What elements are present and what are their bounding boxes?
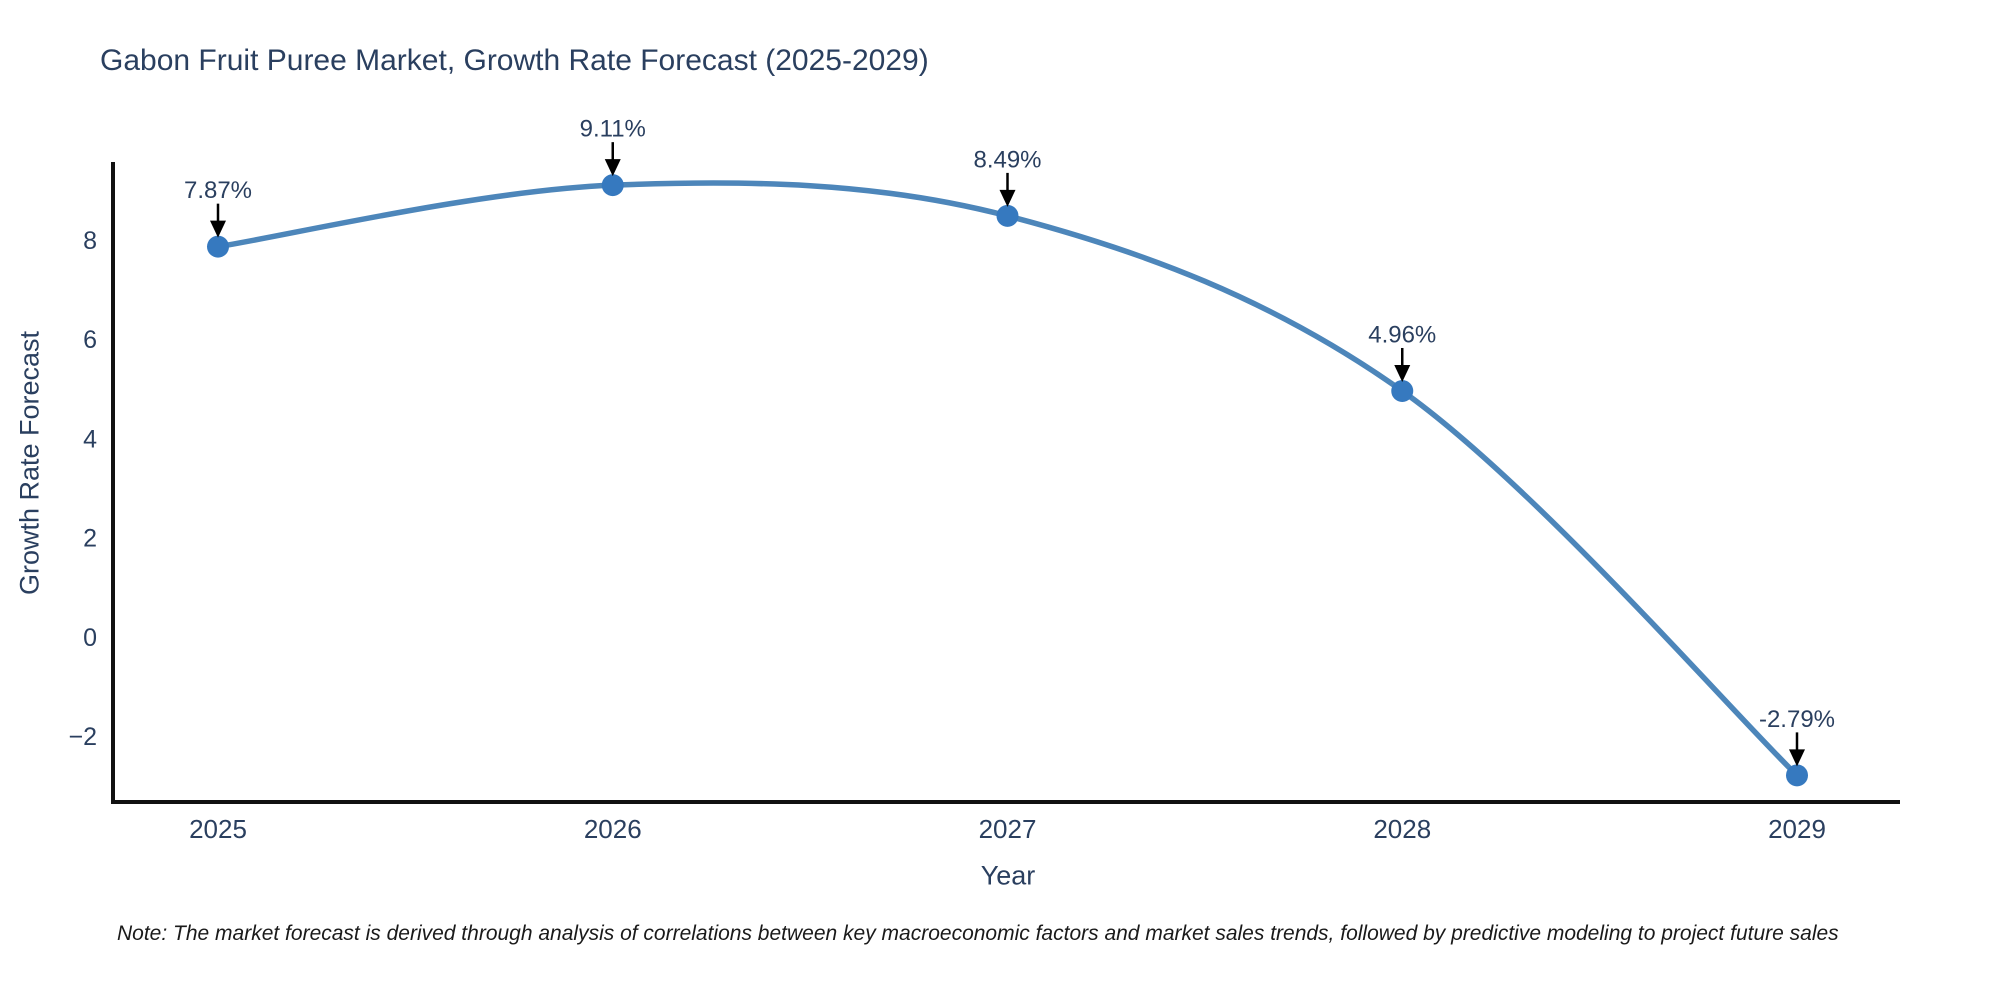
y-tick-label: −2 <box>68 723 97 751</box>
annotation-arrowhead <box>999 189 1016 207</box>
y-tick-label: 2 <box>83 525 97 553</box>
annotation-arrowhead <box>210 220 226 238</box>
y-tick-label: 0 <box>83 624 97 652</box>
data-point-marker <box>996 204 1019 227</box>
annotation-label: 9.11% <box>580 116 646 143</box>
chart-title: Gabon Fruit Puree Market, Growth Rate Fo… <box>100 44 929 77</box>
y-tick-label: 8 <box>83 227 97 255</box>
data-point-marker <box>601 174 624 197</box>
trend-line <box>215 180 1800 779</box>
y-axis-title: Growth Rate Forecast <box>14 330 45 596</box>
annotation-arrowhead <box>1789 749 1805 767</box>
data-point-marker <box>207 235 229 258</box>
x-axis-title: Year <box>980 860 1036 891</box>
annotation-label: 7.87% <box>184 177 252 204</box>
x-tick-label: 2029 <box>1768 814 1826 844</box>
annotation-arrowhead <box>604 159 621 177</box>
x-tick-label: 2028 <box>1373 814 1431 844</box>
annotation-label: 8.49% <box>973 146 1041 173</box>
y-tick-label: 4 <box>83 425 97 453</box>
x-tick-label: 2026 <box>584 814 642 844</box>
data-point-marker <box>1786 764 1808 787</box>
data-point-marker <box>1391 379 1414 402</box>
y-tick-label: 6 <box>83 326 97 354</box>
footnote: Note: The market forecast is derived thr… <box>117 922 1839 945</box>
annotation-label: 4.96% <box>1368 321 1436 348</box>
annotation-arrowhead <box>1394 364 1411 382</box>
x-tick-label: 2027 <box>979 814 1037 844</box>
annotation-label: -2.79% <box>1759 706 1835 733</box>
x-tick-label: 2025 <box>189 814 247 844</box>
